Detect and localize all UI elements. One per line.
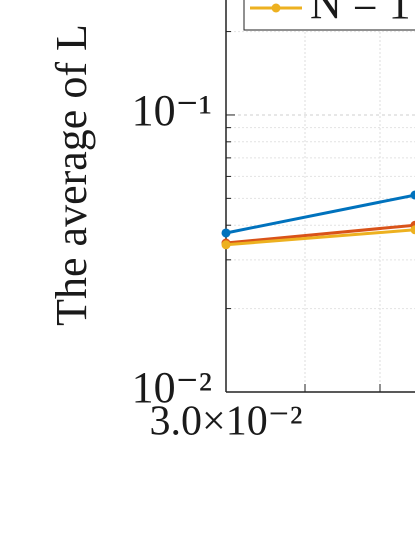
series-line xyxy=(225,228,415,247)
series-line xyxy=(225,223,415,245)
legend-label: N = 1 xyxy=(310,0,411,28)
point xyxy=(410,190,415,200)
x-tick-label: 3.0×10⁻² xyxy=(150,399,303,445)
y-axis-label: The average of L xyxy=(47,24,96,326)
legend xyxy=(243,0,415,31)
series-line xyxy=(225,193,415,235)
y-tick-label: 10⁻¹ xyxy=(132,86,212,135)
point xyxy=(221,240,231,250)
legend-marker xyxy=(271,3,281,13)
y-tick-label: 10⁻² xyxy=(132,363,212,412)
point xyxy=(221,228,231,238)
point xyxy=(410,225,415,235)
